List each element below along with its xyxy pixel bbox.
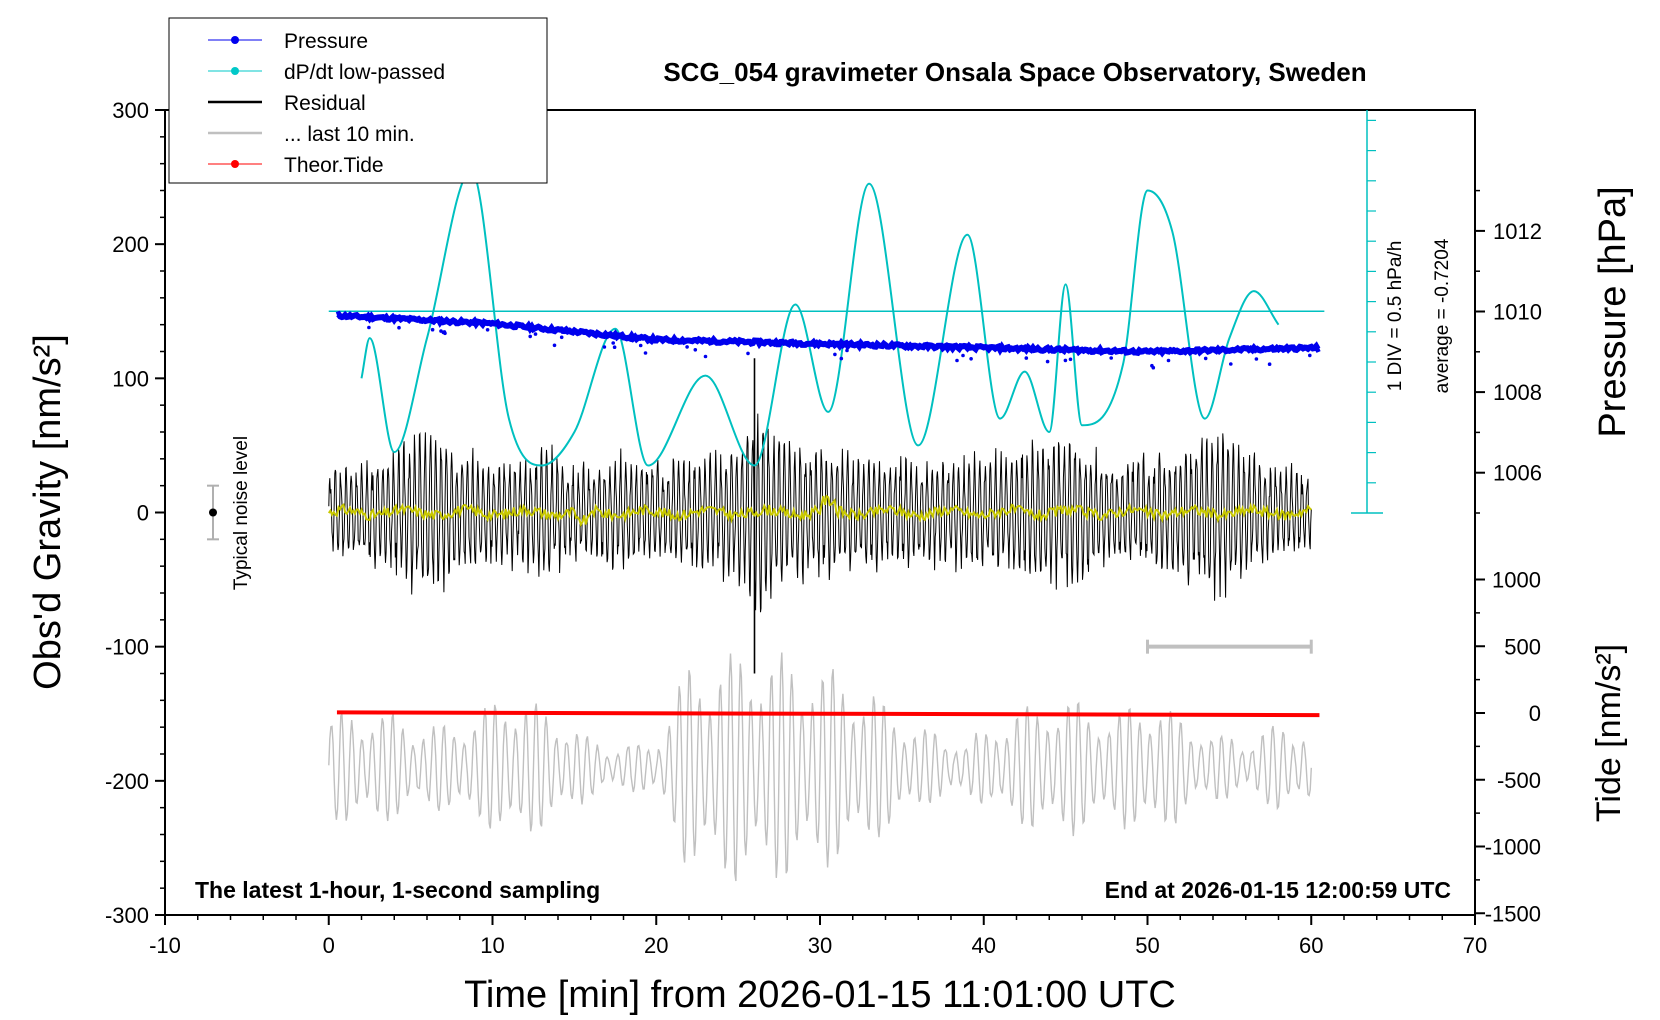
pressure-outlier-point bbox=[1024, 356, 1029, 360]
legend-swatch-dot bbox=[231, 160, 239, 168]
pressure-outlier-point bbox=[430, 327, 435, 332]
x-tick-label: -10 bbox=[149, 933, 181, 958]
pressure-outlier-point bbox=[1229, 362, 1233, 366]
x-tick-label: 0 bbox=[323, 933, 335, 958]
x-tick-label: 70 bbox=[1463, 933, 1487, 958]
pressure-outlier-point bbox=[533, 332, 538, 336]
y-tick-label: -200 bbox=[105, 769, 149, 794]
y-tick-label: -300 bbox=[105, 903, 149, 928]
pressure-outlier-point bbox=[485, 328, 490, 332]
x-tick-label: 10 bbox=[480, 933, 504, 958]
pressure-outlier-point bbox=[1308, 353, 1312, 358]
pressure-outlier-point bbox=[833, 352, 837, 357]
y-axis-left-label: Obs'd Gravity [nm/s²] bbox=[27, 334, 69, 690]
chart-title: SCG_054 gravimeter Onsala Space Observat… bbox=[663, 57, 1366, 87]
pressure-outlier-point bbox=[703, 354, 708, 359]
legend-label: Pressure bbox=[284, 30, 368, 53]
pressure-outlier-point bbox=[443, 331, 447, 336]
legend: Pressure dP/dt low-passed Residual ... last… bbox=[168, 17, 548, 184]
noise-label: Typical noise level bbox=[231, 436, 252, 590]
pressure-outlier-point bbox=[1045, 359, 1050, 364]
legend-swatch-dot bbox=[231, 36, 239, 44]
dpdt-scale-bar bbox=[1351, 110, 1383, 514]
y-tick-label: 100 bbox=[112, 366, 149, 391]
pressure-outlier-point bbox=[559, 335, 564, 340]
legend-label: Residual bbox=[284, 92, 366, 115]
x-tick-label: 30 bbox=[808, 933, 832, 958]
residual-lowpass-trace bbox=[327, 494, 1312, 528]
pressure-outlier-point bbox=[839, 356, 844, 361]
pressure-outlier-point bbox=[439, 329, 443, 333]
tide-tick-label: 1000 bbox=[1492, 568, 1541, 593]
pressure-outlier-point bbox=[955, 358, 959, 363]
legend-label: Theor.Tide bbox=[284, 154, 384, 177]
pressure-tick-label: 1012 bbox=[1493, 219, 1542, 244]
pressure-tick-label: 1008 bbox=[1493, 380, 1542, 405]
pressure-trace bbox=[335, 310, 1321, 358]
y-tick-label: 300 bbox=[112, 98, 149, 123]
pressure-outlier-point bbox=[612, 345, 617, 350]
tide-tick-label: -1500 bbox=[1485, 901, 1541, 926]
x-tick-label: 60 bbox=[1299, 933, 1323, 958]
pressure-outlier-point bbox=[602, 345, 607, 349]
x-tick-label: 40 bbox=[972, 933, 996, 958]
pressure-outlier-point bbox=[693, 348, 698, 352]
tide-tick-label: 500 bbox=[1504, 634, 1541, 659]
pressure-outlier-point bbox=[643, 351, 648, 355]
dpdt-average-label: average = -0.7204 bbox=[1432, 238, 1453, 393]
axis-ticks: -10 0 10 20 30 40 50 60 703002001000-100-200-300… bbox=[105, 98, 1542, 958]
pressure-outlier-point bbox=[638, 343, 643, 348]
pressure-outlier-point bbox=[1166, 358, 1171, 363]
pressure-outlier-point bbox=[961, 353, 965, 358]
dpdt-trace bbox=[360, 169, 1280, 467]
sampling-note: The latest 1-hour, 1-second sampling bbox=[195, 877, 600, 903]
x-axis-label: Time [min] from 2026-01-15 11:01:00 UTC bbox=[464, 974, 1176, 1016]
pressure-outlier-point bbox=[969, 357, 973, 361]
x-tick-label: 50 bbox=[1135, 933, 1159, 958]
pressure-outlier-point bbox=[367, 325, 371, 330]
legend-label: dP/dt low-passed bbox=[284, 61, 445, 84]
pressure-outlier-point bbox=[1063, 358, 1068, 363]
y-tick-label: 0 bbox=[137, 501, 149, 526]
x-tick-label: 20 bbox=[644, 933, 668, 958]
pressure-outlier-point bbox=[552, 343, 557, 348]
legend-swatch-dot bbox=[231, 67, 239, 75]
pressure-outlier-point bbox=[1068, 357, 1073, 362]
legend-box bbox=[168, 17, 548, 184]
pressure-outlier-point bbox=[845, 348, 849, 353]
pressure-outlier-point bbox=[528, 334, 532, 339]
pressure-tick-label: 1010 bbox=[1493, 300, 1542, 325]
tide-trace bbox=[336, 710, 1320, 718]
noise-center-dot bbox=[209, 508, 217, 517]
tide-tick-label: -1000 bbox=[1485, 835, 1541, 860]
pressure-outlier-point bbox=[1109, 356, 1113, 360]
legend-label: ... last 10 min. bbox=[284, 123, 415, 146]
data-series bbox=[207, 169, 1325, 882]
pressure-outlier-point bbox=[685, 345, 689, 349]
last-10min-trace bbox=[328, 652, 1312, 882]
pressure-outlier-point bbox=[746, 351, 750, 356]
pressure-outlier-point bbox=[1203, 356, 1208, 361]
y-tick-label: -100 bbox=[105, 635, 149, 660]
pressure-axis-label: Pressure [hPa] bbox=[1592, 186, 1634, 437]
pressure-outlier-point bbox=[1267, 362, 1272, 367]
legend-items: Pressure dP/dt low-passed Residual ... last… bbox=[208, 30, 445, 177]
tide-tick-label: 0 bbox=[1529, 701, 1541, 726]
tide-tick-label: -500 bbox=[1497, 768, 1541, 793]
tide-axis-label: Tide [nm/s²] bbox=[1590, 644, 1628, 822]
pressure-outlier-point bbox=[1254, 357, 1259, 361]
y-tick-label: 200 bbox=[112, 232, 149, 257]
end-time-note: End at 2026-01-15 12:00:59 UTC bbox=[1105, 877, 1451, 903]
pressure-outlier-point bbox=[611, 341, 615, 345]
pressure-tick-label: 1006 bbox=[1493, 461, 1542, 486]
pressure-outlier-point bbox=[1150, 363, 1154, 368]
pressure-outlier-point bbox=[397, 325, 401, 330]
dpdt-scale-label: 1 DIV = 0.5 hPa/h bbox=[1385, 241, 1406, 392]
